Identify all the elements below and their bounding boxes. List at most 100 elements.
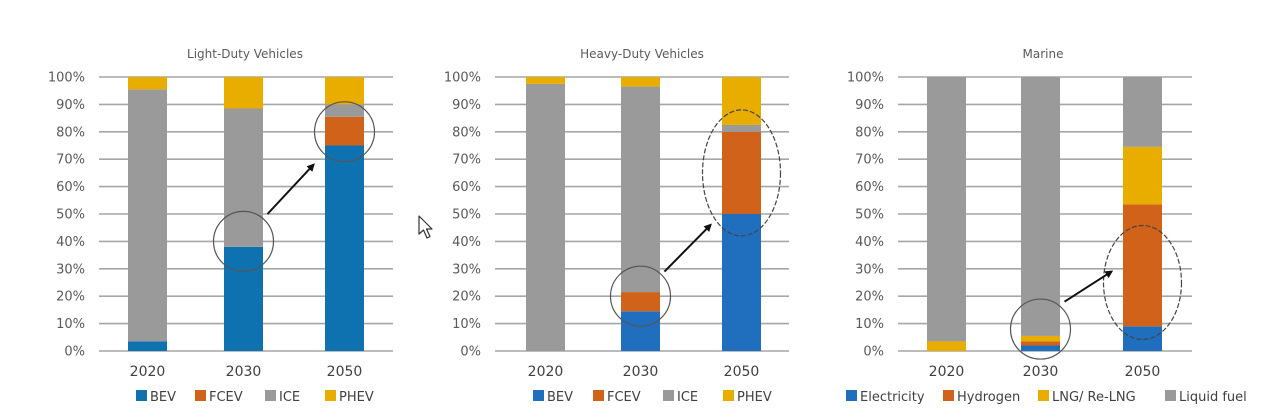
chart-marine: Marine 0% 10% 20% 30% 40% 50% 60% 70% 80% 90% 100% 2… [846,47,1247,405]
bar-segment-fcev-2050 [325,116,364,146]
legend-label: ICE [279,390,300,405]
legend-swatch-bev [136,390,147,401]
y-tick-label: 90% [452,98,481,113]
legend-label: BEV [547,390,573,405]
x-tick-label: 2050 [724,364,760,380]
legend-swatch-ice [265,390,276,401]
x-tick-label: 2030 [623,364,659,380]
bar-segment-ice-2030 [224,108,263,247]
legend-label: LNG/ Re-LNG [1052,390,1136,405]
x-tick-label: 2050 [1125,364,1161,380]
y-tick-label: 20% [452,290,481,305]
bar-segment-phev-2030 [224,77,263,109]
y-tick-label: 50% [56,208,85,223]
y-tick-label: 30% [855,262,884,277]
x-tick-label: 2020 [130,364,166,380]
bar-segment-bev-2020 [128,341,167,351]
bar-segment-bev-2050 [722,214,761,351]
x-tick-label: 2030 [1023,364,1059,380]
legend-label: Electricity [860,390,925,405]
y-tick-label: 60% [56,180,85,195]
chart-title: Light-Duty Vehicles [187,47,303,61]
bar-segment-liquid-fuel-2050 [1123,77,1162,147]
bar-segment-fcev-2030 [621,292,660,312]
legend-swatch-electricity [846,390,857,401]
y-tick-label: 100% [444,71,481,86]
bar-segment-liquid-fuel-2030 [1021,77,1060,336]
legend-swatch-liquid-fuel [1165,390,1176,401]
y-tick-label: 40% [56,235,85,250]
annotation-circle [212,210,275,272]
bar-segment-phev-2020 [128,77,167,90]
y-tick-label: 0% [460,345,481,360]
y-tick-label: 30% [56,262,85,277]
bar-segment-hydrogen-2050 [1123,204,1162,327]
chart-heavy-duty-vehicles: Heavy-Duty Vehicles 0% 10% 20% 30% 40% 50% 60% 7… [444,47,789,405]
bar-segment-phev-2050 [722,77,761,125]
annotation-ellipse [1102,224,1183,341]
y-tick-label: 60% [452,180,481,195]
legend-label: PHEV [737,390,772,405]
bar-segment-bev-2050 [325,145,364,351]
legend-label: FCEV [209,390,243,405]
y-tick-label: 20% [56,290,85,305]
y-tick-label: 90% [855,98,884,113]
y-tick-label: 10% [452,317,481,332]
legend-label: BEV [150,390,176,405]
y-tick-label: 60% [855,180,884,195]
legend-swatch-phev [723,390,734,401]
bar-segment-ice-2020 [128,89,167,342]
legend-label: Hydrogen [957,390,1020,405]
legend-label: ICE [677,390,698,405]
legend-label: Liquid fuel [1179,390,1247,405]
y-tick-label: 20% [855,290,884,305]
bar-segment-phev-2050 [325,77,364,105]
annotation-circle [1009,298,1072,360]
x-tick-label: 2050 [327,364,363,380]
bar-segment-lng-re-lng-2030 [1021,335,1060,342]
x-tick-label: 2020 [929,364,965,380]
y-tick-label: 10% [855,317,884,332]
y-tick-label: 40% [855,235,884,250]
bar-segment-bev-2030 [224,246,263,351]
bar-segment-ice-2030 [621,86,660,293]
y-tick-label: 70% [452,153,481,168]
annotation-arrow [663,223,712,273]
y-tick-label: 0% [64,345,85,360]
legend-swatch-fcev [195,390,206,401]
y-tick-label: 10% [56,317,85,332]
y-tick-label: 40% [452,235,481,250]
y-tick-label: 50% [855,208,884,223]
y-tick-label: 50% [452,208,481,223]
y-tick-label: 70% [855,153,884,168]
legend-swatch-phev [325,390,336,401]
bar-segment-ice-2050 [722,124,761,132]
annotation-ellipse [701,109,782,237]
y-tick-label: 90% [56,98,85,113]
bar-segment-phev-2030 [621,77,660,87]
bar-segment-fcev-2050 [722,131,761,214]
legend-label: PHEV [339,390,374,405]
bar-segment-hydrogen-2030 [1021,341,1060,346]
x-tick-label: 2020 [528,364,564,380]
bar-segment-lng-re-lng-2050 [1123,146,1162,205]
x-tick-label: 2030 [226,364,262,380]
chart-title: Heavy-Duty Vehicles [580,47,704,61]
annotation-circle [609,265,672,327]
legend-label: FCEV [607,390,641,405]
bar-segment-bev-2030 [621,311,660,351]
chart-title: Marine [1023,47,1064,61]
annotation-arrow [266,163,315,215]
chart-light-duty-vehicles: Light-Duty Vehicles 0% 10% 20% 30% 40% 50% 60% 7… [48,47,393,405]
y-tick-label: 80% [855,125,884,140]
y-tick-label: 80% [452,125,481,140]
legend-swatch-fcev [593,390,604,401]
bar-segment-electricity-2030 [1021,345,1060,351]
bar-segment-liquid-fuel-2020 [927,77,966,342]
bar-segment-ice-2020 [526,83,565,351]
legend-swatch-lng-re-lng [1038,390,1049,401]
legend-swatch-ice [663,390,674,401]
y-tick-label: 70% [56,153,85,168]
annotation-arrow [1063,270,1114,303]
